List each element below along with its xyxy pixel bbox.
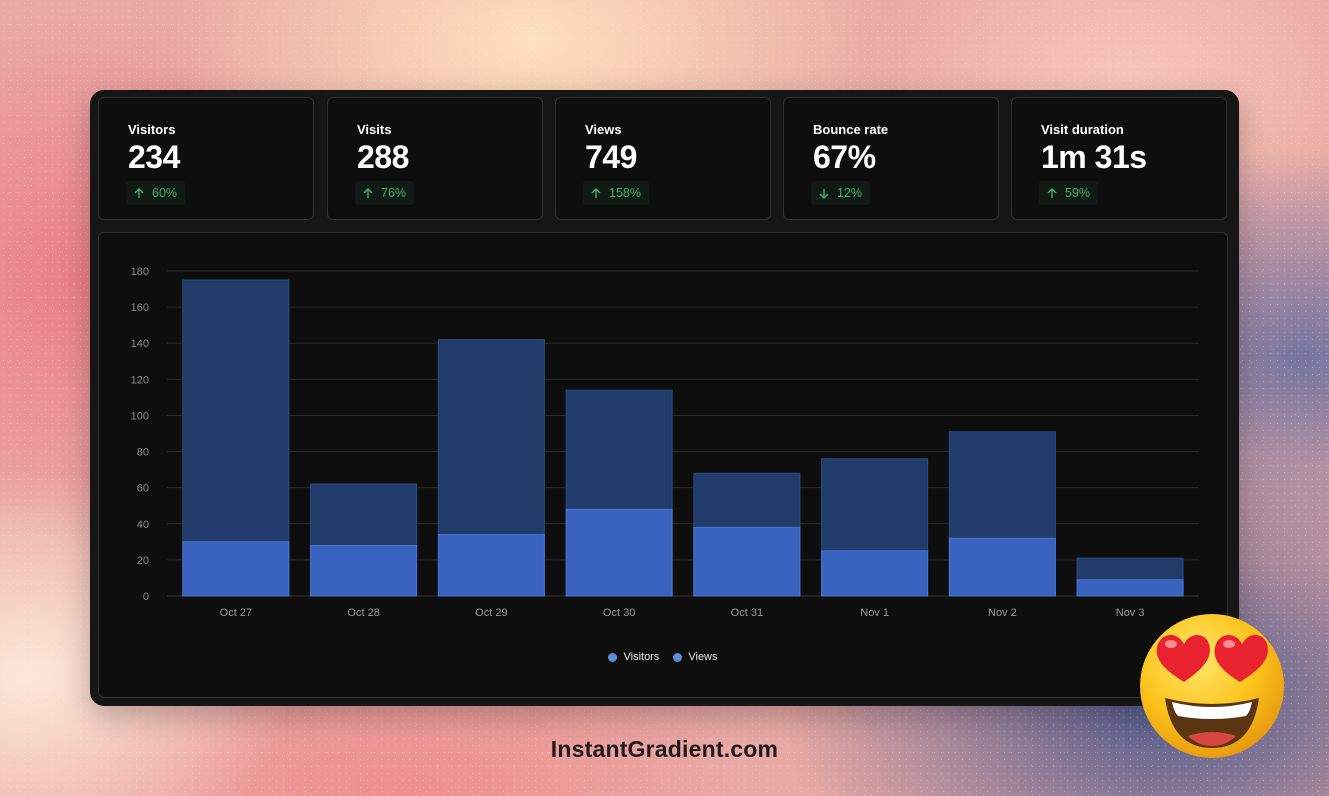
x-tick-label: Nov 3: [1116, 607, 1145, 619]
metric-label: Views: [585, 122, 622, 137]
legend-dot-icon: [608, 652, 618, 662]
arrow-up-icon: [363, 187, 373, 198]
y-tick-label: 140: [131, 338, 149, 350]
metric-value: 234: [128, 139, 180, 175]
metric-value: 67%: [813, 139, 876, 175]
heart-eyes-emoji-icon: [1140, 614, 1284, 758]
y-tick-label: 0: [143, 591, 149, 603]
x-tick-label: Nov 2: [988, 607, 1017, 619]
metric-label: Visit duration: [1041, 122, 1124, 137]
y-tick-label: 60: [137, 483, 149, 495]
y-tick-label: 40: [137, 519, 149, 531]
metric-delta-value: 76%: [381, 186, 407, 200]
metric-delta-badge: 76%: [355, 181, 415, 205]
metric-card-visitors[interactable]: Visitors 234 60%: [98, 97, 314, 220]
legend-item-views[interactable]: Views: [673, 651, 718, 663]
metric-value: 749: [585, 139, 637, 175]
y-tick-label: 20: [137, 555, 149, 567]
bar-visitors[interactable]: [565, 508, 673, 597]
metric-label: Visitors: [128, 122, 176, 137]
bar-chart: 0 20 40 60 80 100 120 140 160 180 Oct 27 Oct 28 Oct …: [131, 266, 1199, 619]
arrow-up-icon: [134, 187, 144, 198]
y-tick-label: 180: [131, 266, 149, 278]
bar-visitors[interactable]: [948, 537, 1056, 597]
brand-footer[interactable]: InstantGradient.com: [550, 736, 779, 762]
metric-card-bounce-rate[interactable]: Bounce rate 67% 12%: [783, 97, 999, 220]
metric-delta-value: 60%: [152, 186, 178, 200]
metric-delta-badge: 59%: [1039, 181, 1099, 205]
metric-label: Visits: [357, 122, 392, 137]
metric-delta-value: 59%: [1065, 186, 1091, 200]
metric-card-views[interactable]: Views 749 158%: [555, 97, 771, 220]
x-tick-label: Oct 30: [603, 607, 635, 619]
y-tick-label: 120: [131, 374, 149, 386]
x-tick-label: Oct 28: [347, 607, 379, 619]
x-tick-label: Oct 29: [475, 607, 507, 619]
bar-visitors[interactable]: [182, 541, 290, 597]
x-tick-label: Oct 31: [731, 607, 763, 619]
bar-visitors[interactable]: [437, 534, 545, 597]
legend-label: Visitors: [623, 651, 660, 663]
bar-visitors[interactable]: [693, 526, 801, 597]
metric-value: 288: [357, 139, 409, 175]
legend-item-visitors[interactable]: Visitors: [608, 651, 659, 663]
metric-card-visit-duration[interactable]: Visit duration 1m 31s 59%: [1011, 97, 1227, 220]
metric-value: 1m 31s: [1041, 139, 1147, 175]
x-tick-label: Oct 27: [220, 607, 252, 619]
arrow-up-icon: [1047, 187, 1057, 198]
chart-card: 0 20 40 60 80 100 120 140 160 180 Oct 27 Oct 28 Oct …: [98, 232, 1228, 698]
legend-dot-icon: [673, 652, 683, 662]
y-tick-label: 80: [137, 447, 149, 459]
metric-delta-badge: 60%: [126, 181, 186, 205]
metric-label: Bounce rate: [813, 122, 889, 137]
analytics-panel: Visitors 234 60% Visits 288 76% Views 74…: [90, 90, 1239, 706]
arrow-up-icon: [591, 187, 601, 198]
y-tick-label: 160: [131, 302, 149, 314]
legend-label: Views: [688, 651, 718, 663]
x-tick-label: Nov 1: [860, 607, 889, 619]
y-tick-label: 100: [131, 410, 149, 422]
chart-legend: Visitors Views: [99, 651, 1227, 663]
arrow-down-icon: [819, 188, 829, 199]
metric-delta-value: 158%: [609, 186, 641, 200]
bar-visitors[interactable]: [821, 550, 929, 597]
metric-delta-badge: 158%: [583, 181, 649, 205]
bar-visitors[interactable]: [310, 544, 418, 597]
metric-delta-value: 12%: [837, 186, 863, 200]
bar-visitors[interactable]: [1076, 579, 1184, 597]
metric-card-visits[interactable]: Visits 288 76%: [327, 97, 543, 220]
metric-delta-badge: 12%: [811, 181, 871, 205]
